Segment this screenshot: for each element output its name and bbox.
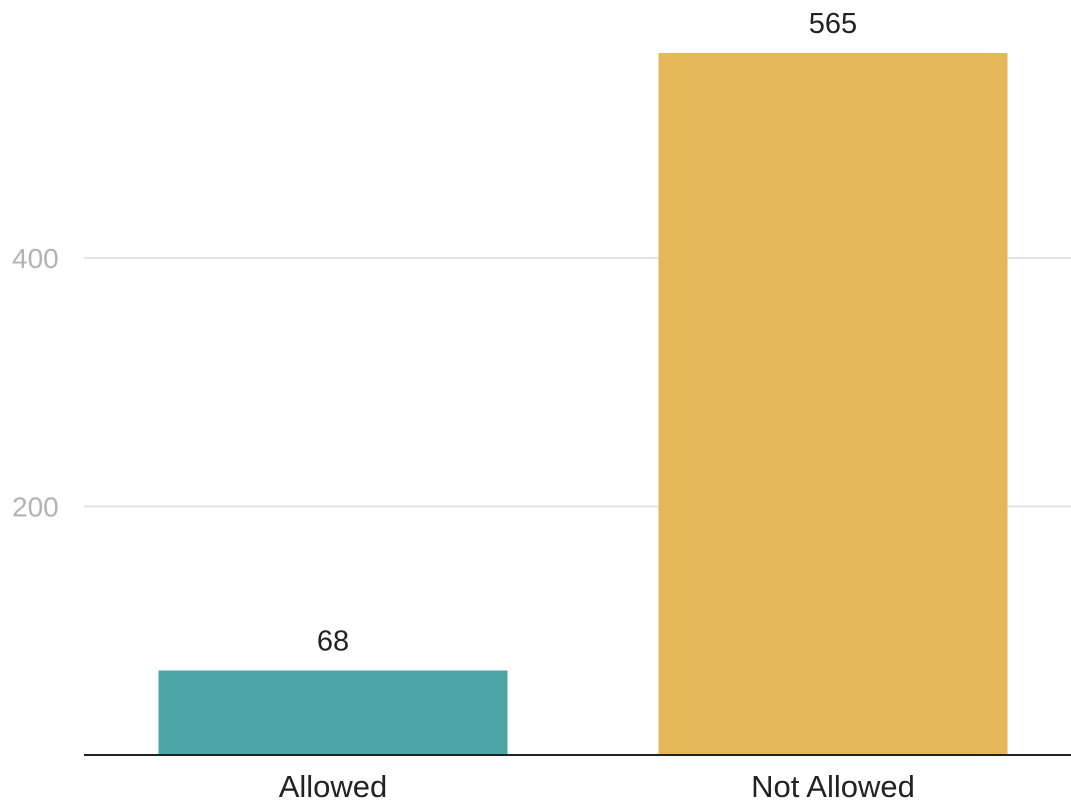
y-tick-label-200: 200 [12, 492, 59, 523]
category-label-allowed: Allowed [279, 769, 388, 802]
bar-not-allowed [658, 52, 1008, 756]
x-axis-category-labels: Allowed Not Allowed [279, 769, 915, 802]
bars [158, 52, 1008, 756]
category-label-not-allowed: Not Allowed [751, 769, 915, 802]
y-tick-label-400: 400 [12, 243, 59, 274]
bar-allowed [158, 670, 508, 755]
value-label-allowed: 68 [317, 626, 349, 658]
value-label-not-allowed: 565 [809, 8, 857, 40]
value-labels: 68 565 [317, 8, 857, 658]
y-axis-tick-labels: 200 400 [12, 243, 59, 523]
